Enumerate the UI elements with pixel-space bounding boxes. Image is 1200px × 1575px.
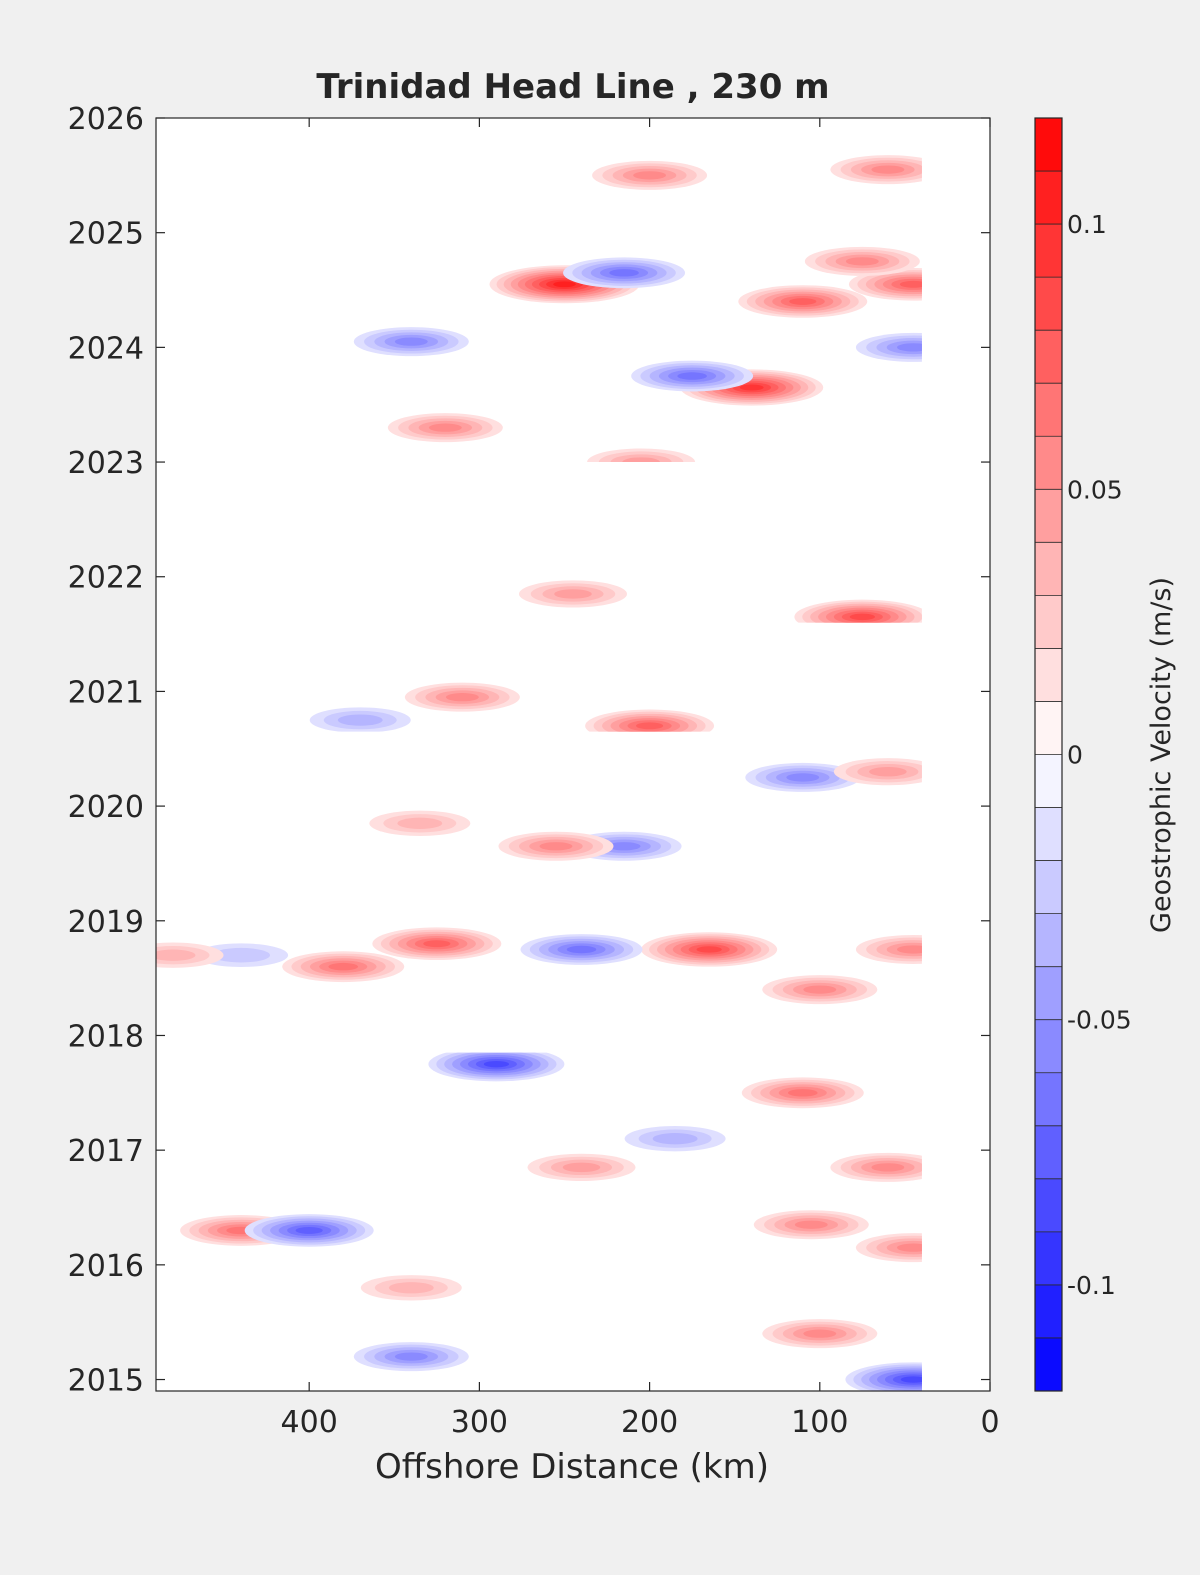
velocity-anomaly bbox=[387, 413, 503, 443]
velocity-anomaly bbox=[428, 1052, 565, 1082]
colorbar-swatch bbox=[1035, 860, 1062, 915]
y-tick-label: 2017 bbox=[68, 1134, 144, 1169]
colorbar-swatch bbox=[1035, 1231, 1062, 1286]
velocity-anomaly bbox=[404, 682, 520, 712]
colorbar-swatch bbox=[1035, 913, 1062, 968]
velocity-anomaly bbox=[762, 975, 878, 1005]
colorbar-swatch bbox=[1035, 1125, 1062, 1180]
velocity-anomaly bbox=[563, 257, 686, 289]
chart-title: Trinidad Head Line , 230 m bbox=[316, 67, 829, 107]
x-axis-label: Offshore Distance (km) bbox=[375, 1447, 769, 1487]
velocity-anomaly bbox=[519, 580, 627, 608]
velocity-anomaly bbox=[848, 267, 922, 301]
colorbar-swatch bbox=[1035, 436, 1062, 490]
colorbar-swatch bbox=[1035, 330, 1062, 384]
colorbar-swatch bbox=[1035, 118, 1062, 172]
y-tick-label: 2021 bbox=[68, 675, 144, 710]
velocity-anomaly bbox=[855, 1233, 922, 1263]
velocity-anomaly bbox=[845, 1362, 922, 1391]
velocity-anomaly bbox=[369, 810, 471, 837]
colorbar-swatch bbox=[1035, 224, 1062, 278]
velocity-anomaly bbox=[830, 155, 922, 185]
velocity-anomaly bbox=[762, 1319, 878, 1349]
colorbar-swatch bbox=[1035, 1072, 1062, 1127]
velocity-anomaly bbox=[830, 1152, 922, 1182]
velocity-anomaly bbox=[855, 934, 922, 964]
velocity-anomaly bbox=[527, 1153, 636, 1181]
y-tick-label: 2015 bbox=[68, 1364, 144, 1399]
colorbar-swatch bbox=[1035, 1178, 1062, 1233]
velocity-anomaly bbox=[741, 1077, 864, 1109]
y-tick-label: 2019 bbox=[68, 905, 144, 940]
y-tick-label: 2025 bbox=[68, 217, 144, 252]
x-tick-label: 200 bbox=[621, 1405, 678, 1440]
velocity-anomaly bbox=[833, 758, 922, 786]
colorbar-tick-label: 0.1 bbox=[1067, 210, 1107, 239]
colorbar: 0.1 0.05 0 -0.05 -0.1 bbox=[1034, 117, 1132, 1392]
velocity-anomaly bbox=[156, 942, 224, 968]
velocity-anomaly bbox=[738, 285, 868, 318]
colorbar-swatch bbox=[1035, 171, 1062, 225]
x-axis: 400 300 200 100 0 bbox=[281, 118, 1000, 1440]
velocity-anomaly bbox=[244, 1214, 374, 1247]
colorbar-swatch bbox=[1035, 701, 1062, 755]
colorbar-tick-label: -0.05 bbox=[1067, 1006, 1132, 1035]
colorbar-swatch bbox=[1035, 277, 1062, 331]
colorbar-swatch bbox=[1035, 1019, 1062, 1074]
velocity-anomaly bbox=[372, 927, 502, 961]
velocity-anomaly bbox=[353, 1342, 469, 1372]
velocity-anomaly bbox=[309, 707, 411, 732]
velocity-anomaly bbox=[520, 934, 643, 965]
velocity-anomaly bbox=[745, 762, 861, 792]
colorbar-frame bbox=[1034, 117, 1063, 1392]
velocity-anomaly bbox=[855, 332, 922, 362]
velocity-anomaly bbox=[587, 448, 696, 463]
velocity-contours bbox=[156, 155, 922, 1391]
x-tick-label: 0 bbox=[980, 1405, 999, 1440]
colorbar-swatch bbox=[1035, 489, 1062, 543]
x-tick-label: 100 bbox=[791, 1405, 848, 1440]
y-tick-label: 2026 bbox=[68, 102, 144, 137]
y-tick-label: 2016 bbox=[68, 1249, 144, 1284]
colorbar-swatch bbox=[1035, 383, 1062, 437]
colorbar-tick-label: 0 bbox=[1067, 741, 1083, 770]
velocity-anomaly bbox=[282, 951, 405, 983]
y-tick-label: 2018 bbox=[68, 1019, 144, 1054]
colorbar-swatch bbox=[1035, 754, 1062, 809]
plot-frame bbox=[155, 117, 991, 1392]
velocity-anomaly bbox=[794, 599, 922, 623]
velocity-anomaly bbox=[624, 1125, 726, 1152]
velocity-anomaly bbox=[804, 246, 920, 276]
velocity-anomaly bbox=[753, 1210, 869, 1240]
y-axis: 2015 2016 2017 2018 2019 2020 2021 2022 2023 2024… bbox=[68, 102, 990, 1399]
velocity-anomaly bbox=[641, 932, 778, 967]
y-tick-label: 2020 bbox=[68, 790, 144, 825]
colorbar-swatch bbox=[1035, 595, 1062, 649]
colorbar-tick-label: 0.05 bbox=[1067, 475, 1123, 504]
velocity-anomaly bbox=[592, 160, 708, 190]
velocity-anomaly bbox=[631, 360, 754, 392]
colorbar-swatch bbox=[1035, 1284, 1062, 1339]
colorbar-swatch bbox=[1035, 966, 1062, 1021]
colorbar-swatch bbox=[1035, 807, 1062, 862]
colorbar-swatch bbox=[1035, 648, 1062, 702]
colorbar-tick-label: -0.1 bbox=[1067, 1271, 1116, 1300]
y-tick-label: 2024 bbox=[68, 331, 144, 366]
velocity-anomaly bbox=[353, 327, 469, 357]
y-tick-label: 2023 bbox=[68, 446, 144, 481]
plot-area bbox=[156, 118, 990, 1391]
x-tick-label: 300 bbox=[451, 1405, 508, 1440]
velocity-anomaly bbox=[585, 709, 715, 732]
colorbar-label: Geostrophic Velocity (m/s) bbox=[1146, 577, 1177, 933]
velocity-anomaly bbox=[360, 1275, 462, 1301]
colorbar-swatch bbox=[1035, 1337, 1062, 1392]
colorbar-swatch bbox=[1035, 542, 1062, 596]
x-tick-label: 400 bbox=[281, 1405, 338, 1440]
y-tick-label: 2022 bbox=[68, 561, 144, 596]
velocity-anomaly bbox=[498, 831, 614, 861]
